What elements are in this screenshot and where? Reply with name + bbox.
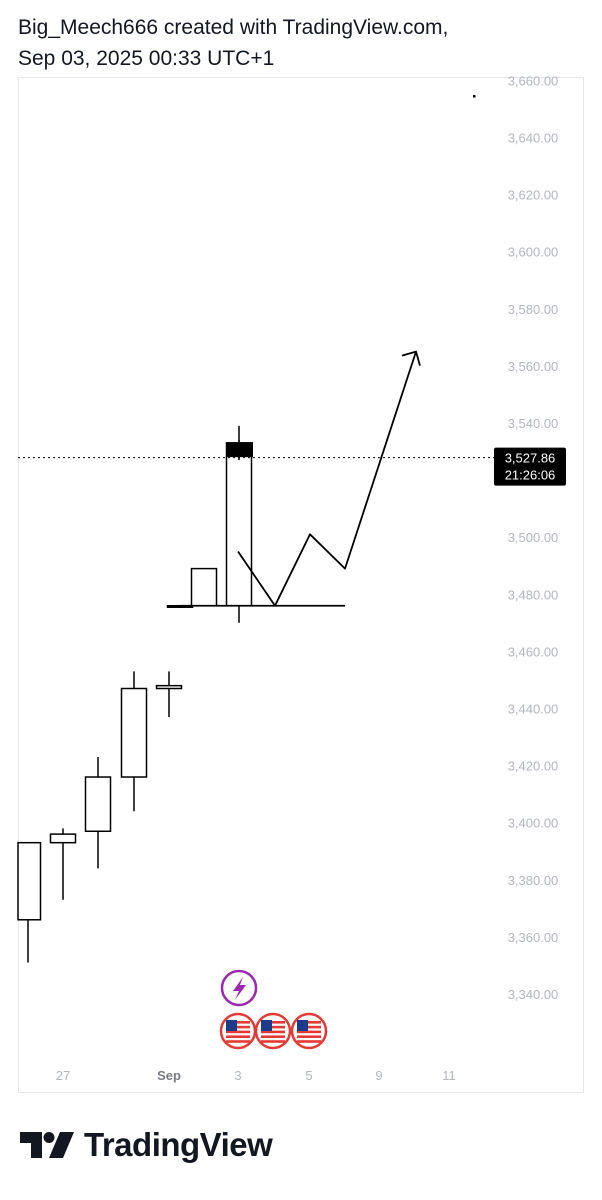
candle-body xyxy=(49,833,77,844)
price-tick-label: 3,600.00 xyxy=(508,245,559,260)
price-tick-label: 3,580.00 xyxy=(508,302,559,317)
events xyxy=(219,969,328,1050)
last-price-value: 3,527.86 xyxy=(505,451,556,466)
price-tick-label: 3,420.00 xyxy=(508,759,559,774)
time-tick-label: 11 xyxy=(442,1068,456,1083)
price-tick-label: 3,400.00 xyxy=(508,816,559,831)
candle-body xyxy=(84,776,112,833)
price-tick-label: 3,480.00 xyxy=(508,587,559,602)
flag-stripe xyxy=(261,1021,285,1024)
time-tick-label: 5 xyxy=(305,1068,312,1083)
last-price-label-bg xyxy=(494,447,566,486)
price-tick-label: 3,660.00 xyxy=(508,73,559,88)
timestamp-line: Sep 03, 2025 00:33 UTC+1 xyxy=(18,47,275,70)
price-tick-label: 3,440.00 xyxy=(508,702,559,717)
tradingview-logo[interactable]: TradingView xyxy=(20,1126,273,1164)
candle xyxy=(17,841,42,963)
flag-stripe xyxy=(261,1040,285,1043)
candle-body xyxy=(190,567,218,607)
tradingview-wordmark: TradingView xyxy=(84,1126,273,1163)
tradingview-logo-icon xyxy=(20,1132,74,1158)
flag-canton xyxy=(261,1020,272,1031)
lightning-bolt xyxy=(233,977,246,1000)
candle xyxy=(49,828,77,900)
time-tick-label: 9 xyxy=(375,1068,382,1083)
price-tick-label: 3,460.00 xyxy=(508,644,559,659)
price-tick-label: 3,640.00 xyxy=(508,131,559,146)
candle-body xyxy=(120,687,148,778)
time-tick-label: Sep xyxy=(157,1068,181,1083)
marker-dot xyxy=(473,95,476,98)
chart-header: Big_Meech666 created with TradingView.co… xyxy=(18,12,448,74)
bar-countdown: 21:26:06 xyxy=(505,468,556,483)
price-tick-label: 3,620.00 xyxy=(508,188,559,203)
drawings xyxy=(181,95,476,607)
flag-stripe xyxy=(297,1030,321,1034)
candle xyxy=(226,440,253,461)
chart-frame xyxy=(18,77,584,1093)
candle-body xyxy=(225,442,253,607)
flag-stripe xyxy=(261,1030,285,1034)
flag-stripe xyxy=(226,1040,250,1043)
time-tick-label: 27 xyxy=(56,1068,70,1083)
flag-stripe xyxy=(261,1035,285,1038)
lightning-icon[interactable] xyxy=(220,969,258,1007)
flag-canton xyxy=(297,1020,308,1031)
price-tick-label: 3,540.00 xyxy=(508,416,559,431)
last-price-marker: 3,527.86 21:26:06 xyxy=(18,447,566,486)
author-line: Big_Meech666 created with TradingView.co… xyxy=(18,16,449,39)
price-tick-label: 3,340.00 xyxy=(508,987,559,1002)
flag-stripe xyxy=(297,1035,321,1038)
flag-stripe xyxy=(297,1040,321,1043)
candle-body xyxy=(17,841,42,921)
candles xyxy=(17,425,253,963)
price-tick-label: 3,380.00 xyxy=(508,873,559,888)
flag-stripe xyxy=(226,1035,250,1038)
candle-body xyxy=(155,684,183,690)
flag-stripe xyxy=(297,1021,321,1024)
us-flag-icon[interactable] xyxy=(254,1012,292,1050)
projection-path xyxy=(237,351,417,607)
flag-canton xyxy=(226,1020,237,1031)
projection-arrowhead xyxy=(401,350,421,366)
flag-stripe xyxy=(226,1021,250,1024)
candle xyxy=(84,757,112,869)
candle xyxy=(155,671,183,718)
price-axis: 3,660.00 3,640.00 3,620.00 3,600.00 3,580.00… xyxy=(508,73,559,1002)
flag-stripe xyxy=(226,1025,250,1029)
candle xyxy=(190,567,218,607)
candle-body xyxy=(226,442,253,458)
price-tick-label: 3,360.00 xyxy=(508,930,559,945)
us-flag-icon[interactable] xyxy=(219,1012,257,1050)
price-tick-label: 3,500.00 xyxy=(508,530,559,545)
us-flag-icon[interactable] xyxy=(290,1012,328,1050)
time-tick-label: 3 xyxy=(234,1068,241,1083)
candle xyxy=(120,671,148,812)
flag-stripe xyxy=(261,1025,285,1029)
flag-stripe xyxy=(226,1030,250,1034)
price-tick-label: 3,560.00 xyxy=(508,359,559,374)
flag-stripe xyxy=(297,1025,321,1029)
time-axis: 27 Sep 3 5 9 11 xyxy=(56,1068,456,1083)
